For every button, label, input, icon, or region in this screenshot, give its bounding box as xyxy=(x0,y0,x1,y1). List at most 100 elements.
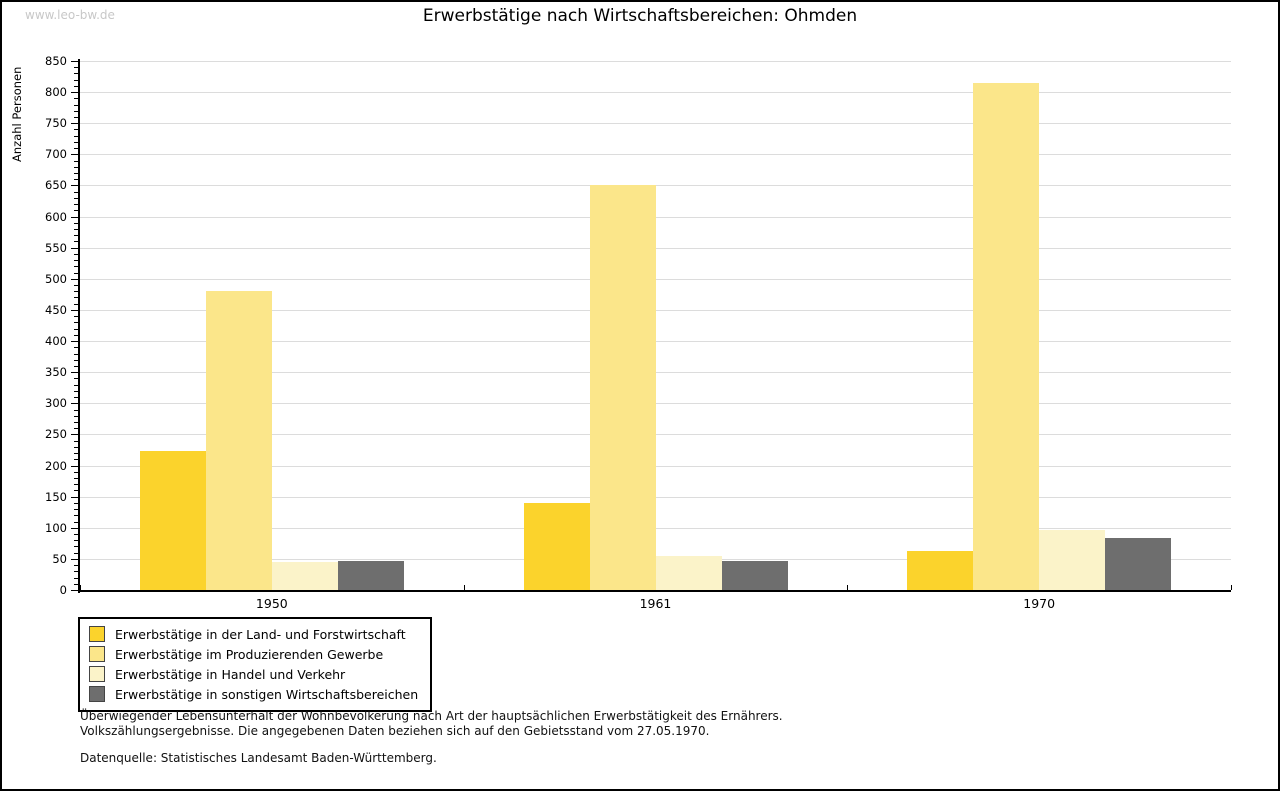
y-tick-minor xyxy=(74,148,78,150)
y-tick-label: 300 xyxy=(45,396,67,411)
y-tick-minor xyxy=(74,365,78,367)
x-tick xyxy=(80,585,81,590)
y-tick-minor xyxy=(74,415,78,417)
y-tick-minor xyxy=(74,353,78,355)
y-tick-minor xyxy=(74,378,78,380)
y-tick-major xyxy=(71,309,78,311)
y-tick-major xyxy=(71,527,78,529)
y-tick-minor xyxy=(74,141,78,143)
y-tick-minor xyxy=(74,583,78,585)
legend-swatch-2 xyxy=(89,646,105,662)
legend-swatch-4 xyxy=(89,686,105,702)
y-tick-minor xyxy=(74,577,78,579)
y-tick-label: 150 xyxy=(45,489,67,504)
y-tick-label: 100 xyxy=(45,520,67,535)
y-tick-minor xyxy=(74,490,78,492)
gridline xyxy=(80,403,1231,405)
y-tick-major xyxy=(71,341,78,343)
y-tick-minor xyxy=(74,322,78,324)
y-tick-major xyxy=(71,185,78,187)
y-tick-minor xyxy=(74,241,78,243)
gridline xyxy=(80,247,1231,249)
y-tick-major xyxy=(71,247,78,249)
bar-1950-series-4 xyxy=(337,560,404,590)
y-tick-label: 800 xyxy=(45,85,67,100)
legend-item: Erwerbstätige im Produzierenden Gewerbe xyxy=(89,644,418,664)
y-tick-minor xyxy=(74,110,78,112)
x-tick xyxy=(463,585,465,590)
y-tick-minor xyxy=(74,546,78,548)
legend-label: Erwerbstätige im Produzierenden Gewerbe xyxy=(115,646,384,662)
y-tick-minor xyxy=(74,484,78,486)
y-tick-minor xyxy=(74,316,78,318)
footer-line-1: Überwiegender Lebensunterhalt der Wohnbe… xyxy=(80,709,783,723)
bar-1970-series-1 xyxy=(907,550,974,590)
gridline xyxy=(80,434,1231,436)
y-tick-minor xyxy=(74,135,78,137)
y-tick-minor xyxy=(74,229,78,231)
y-axis-line xyxy=(78,59,80,593)
legend-swatch-1 xyxy=(89,626,105,642)
y-tick-label: 750 xyxy=(45,116,67,131)
y-tick-minor xyxy=(74,79,78,81)
y-tick-label: 350 xyxy=(45,365,67,380)
gridline xyxy=(80,216,1231,218)
legend-item: Erwerbstätige in sonstigen Wirtschaftsbe… xyxy=(89,684,418,704)
bar-1961-series-4 xyxy=(721,560,788,590)
y-tick-minor xyxy=(74,502,78,504)
y-tick-minor xyxy=(74,67,78,69)
y-tick-major xyxy=(71,590,78,591)
y-tick-minor xyxy=(74,409,78,411)
y-tick-minor xyxy=(74,260,78,262)
y-tick-major xyxy=(71,465,78,467)
y-tick-minor xyxy=(74,390,78,392)
y-tick-label: 400 xyxy=(45,334,67,349)
y-tick-minor xyxy=(74,515,78,517)
y-tick-minor xyxy=(74,477,78,479)
y-tick-minor xyxy=(74,471,78,473)
y-axis-label: Anzahl Personen xyxy=(10,66,24,162)
gridline xyxy=(80,278,1231,280)
y-tick-major xyxy=(71,558,78,560)
y-tick-minor xyxy=(74,235,78,237)
x-tick-label: 1970 xyxy=(1023,596,1056,611)
legend-label: Erwerbstätige in der Land- und Forstwirt… xyxy=(115,626,406,642)
y-tick-label: 700 xyxy=(45,147,67,162)
bar-1970-series-2 xyxy=(973,82,1040,590)
bar-1950-series-1 xyxy=(139,451,206,590)
y-tick-minor xyxy=(74,440,78,442)
y-tick-major xyxy=(71,372,78,374)
y-tick-major xyxy=(71,216,78,218)
y-tick-minor xyxy=(74,204,78,206)
bar-1950-series-3 xyxy=(271,561,338,590)
footer-line-2: Volkszählungsergebnisse. Die angegebenen… xyxy=(80,723,710,738)
y-tick-minor xyxy=(74,552,78,554)
y-tick-minor xyxy=(74,428,78,430)
bar-1970-series-3 xyxy=(1039,529,1106,590)
y-tick-minor xyxy=(74,533,78,535)
gridline xyxy=(80,92,1231,94)
y-tick-minor xyxy=(74,453,78,455)
watermark: www.leo-bw.de xyxy=(25,8,115,22)
y-tick-minor xyxy=(74,334,78,336)
legend-item: Erwerbstätige in Handel und Verkehr xyxy=(89,664,418,684)
y-tick-minor xyxy=(74,166,78,168)
y-tick-label: 600 xyxy=(45,209,67,224)
y-tick-minor xyxy=(74,571,78,573)
gridline xyxy=(80,154,1231,156)
y-tick-major xyxy=(71,278,78,280)
y-tick-minor xyxy=(74,222,78,224)
y-tick-minor xyxy=(74,397,78,399)
y-tick-minor xyxy=(74,297,78,299)
y-tick-minor xyxy=(74,285,78,287)
y-tick-minor xyxy=(74,85,78,87)
y-tick-major xyxy=(71,123,78,125)
y-tick-minor xyxy=(74,179,78,181)
y-tick-label: 500 xyxy=(45,271,67,286)
y-tick-minor xyxy=(74,359,78,361)
gridline xyxy=(80,372,1231,374)
y-tick-label: 50 xyxy=(52,551,67,566)
y-tick-minor xyxy=(74,540,78,542)
y-tick-minor xyxy=(74,328,78,330)
